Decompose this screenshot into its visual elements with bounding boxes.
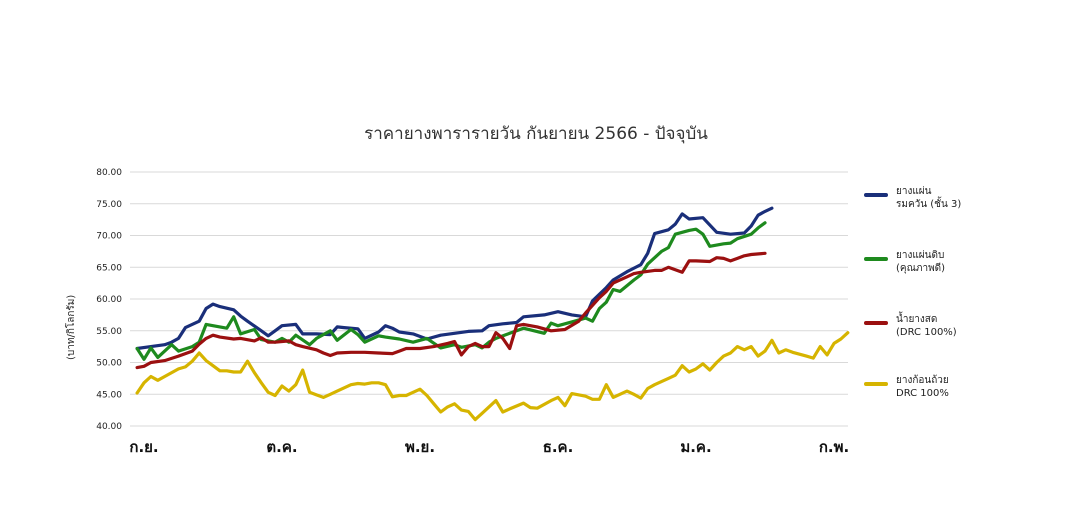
y-tick-label: 70.00 xyxy=(96,232,122,242)
y-tick-label: 40.00 xyxy=(96,422,122,432)
series-line-cup-lump xyxy=(135,331,850,422)
legend-label-field-latex: น้ำยางสด (DRC 100%) xyxy=(896,314,957,338)
x-tick-label: ธ.ค. xyxy=(543,438,574,456)
y-axis-label: (บาท/กิโลกรัม) xyxy=(66,294,77,360)
legend-item-field-latex: น้ำยางสด (DRC 100%) xyxy=(864,313,1056,339)
legend-item-rss3: ยางแผ่น รมควัน (ชั้น 3) xyxy=(864,185,1056,211)
y-tick-label: 60.00 xyxy=(96,295,122,305)
y-tick-label: 50.00 xyxy=(96,359,122,369)
series-layer xyxy=(135,206,850,422)
legend-label-unsmoked-sheet: ยางแผ่นดิบ (คุณภาพดี) xyxy=(896,250,946,274)
grid-layer xyxy=(130,171,848,427)
series-line-rss3 xyxy=(135,206,774,351)
y-tick-label: 65.00 xyxy=(96,263,122,273)
legend-swatch-field-latex xyxy=(864,321,888,325)
x-tick-label: ต.ค. xyxy=(266,438,297,456)
legend-swatch-cup-lump xyxy=(864,382,888,386)
y-tick-label: 75.00 xyxy=(96,200,122,210)
chart-title: ราคายางพารารายวัน กันยายน 2566 - ปัจจุบั… xyxy=(364,124,708,144)
legend-swatch-rss3 xyxy=(864,193,888,197)
y-tick-label: 45.00 xyxy=(96,390,122,400)
legend: ยางแผ่น รมควัน (ชั้น 3) ยางแผ่นดิบ (คุณภ… xyxy=(864,185,1064,405)
x-tick-labels: ก.ย. ต.ค. พ.ย. ธ.ค. ม.ค. ก.พ. xyxy=(129,438,849,456)
legend-item-cup-lump: ยางก้อนถ้วย DRC 100% xyxy=(864,374,1056,400)
y-tick-label: 55.00 xyxy=(96,327,122,337)
x-tick-label: พ.ย. xyxy=(405,438,435,456)
legend-label-cup-lump: ยางก้อนถ้วย DRC 100% xyxy=(896,375,949,399)
legend-item-unsmoked-sheet: ยางแผ่นดิบ (คุณภาพดี) xyxy=(864,249,1056,275)
series-line-unsmoked-sheet xyxy=(135,221,767,361)
y-tick-labels: 40.00 45.00 50.00 55.00 60.00 65.00 70.00 75.00… xyxy=(96,168,122,432)
series-line-field-latex xyxy=(135,251,767,370)
x-tick-label: ม.ค. xyxy=(680,438,711,456)
y-tick-label: 80.00 xyxy=(96,168,122,178)
x-tick-label: ก.ย. xyxy=(129,438,158,456)
legend-label-rss3: ยางแผ่น รมควัน (ชั้น 3) xyxy=(896,186,962,210)
x-tick-label: ก.พ. xyxy=(819,438,849,456)
legend-swatch-unsmoked-sheet xyxy=(864,257,888,261)
